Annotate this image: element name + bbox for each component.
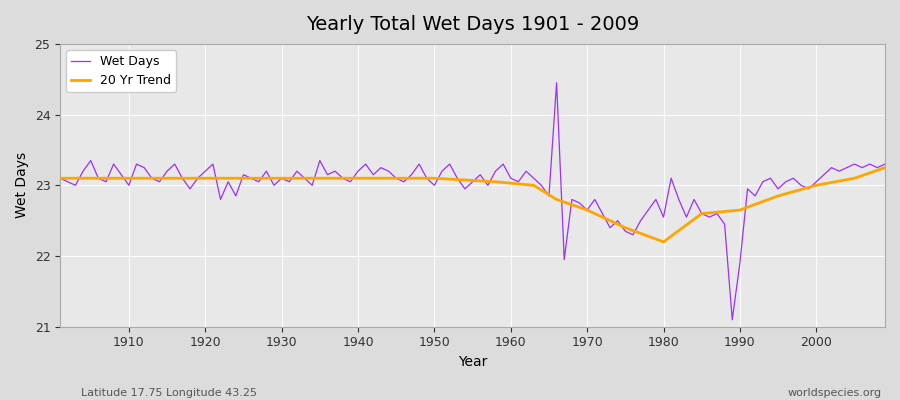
20 Yr Trend xyxy=(429,176,440,181)
20 Yr Trend xyxy=(276,176,287,181)
Wet Days xyxy=(551,80,562,85)
Text: worldspecies.org: worldspecies.org xyxy=(788,388,882,398)
20 Yr Trend xyxy=(879,165,890,170)
Wet Days xyxy=(329,169,340,174)
X-axis label: Year: Year xyxy=(458,355,487,369)
Wet Days xyxy=(727,317,738,322)
Wet Days xyxy=(498,162,508,166)
Wet Days xyxy=(116,172,127,177)
Line: 20 Yr Trend: 20 Yr Trend xyxy=(60,168,885,242)
20 Yr Trend xyxy=(55,176,66,181)
Y-axis label: Wet Days: Wet Days xyxy=(15,152,29,218)
20 Yr Trend xyxy=(491,179,501,184)
Wet Days xyxy=(55,176,66,181)
Line: Wet Days: Wet Days xyxy=(60,83,885,320)
Legend: Wet Days, 20 Yr Trend: Wet Days, 20 Yr Trend xyxy=(67,50,176,92)
20 Yr Trend xyxy=(620,225,631,230)
20 Yr Trend xyxy=(200,176,211,181)
Wet Days xyxy=(605,225,616,230)
Title: Yearly Total Wet Days 1901 - 2009: Yearly Total Wet Days 1901 - 2009 xyxy=(306,15,639,34)
20 Yr Trend xyxy=(123,176,134,181)
20 Yr Trend xyxy=(773,194,784,198)
Wet Days xyxy=(284,179,294,184)
Wet Days xyxy=(506,176,517,181)
20 Yr Trend xyxy=(528,183,539,188)
20 Yr Trend xyxy=(658,240,669,244)
20 Yr Trend xyxy=(849,176,859,181)
20 Yr Trend xyxy=(734,208,745,212)
20 Yr Trend xyxy=(353,176,364,181)
Wet Days xyxy=(879,162,890,166)
20 Yr Trend xyxy=(697,211,707,216)
20 Yr Trend xyxy=(551,197,562,202)
Text: Latitude 17.75 Longitude 43.25: Latitude 17.75 Longitude 43.25 xyxy=(81,388,257,398)
20 Yr Trend xyxy=(811,183,822,188)
20 Yr Trend xyxy=(581,208,592,212)
